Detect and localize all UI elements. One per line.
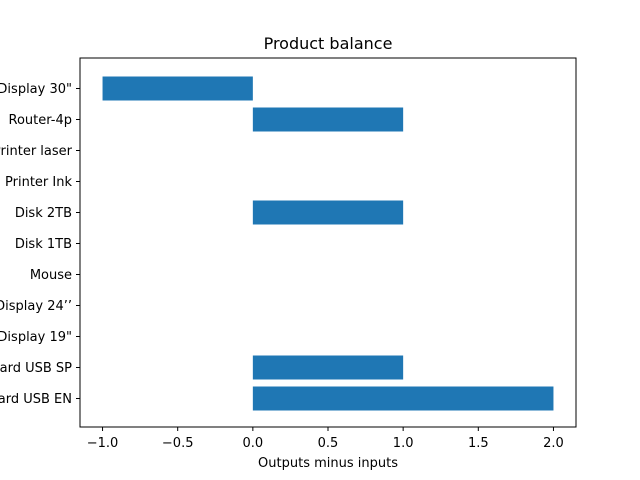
bar (252, 386, 554, 411)
x-tick-label: 0.5 (318, 436, 339, 451)
bar (252, 355, 404, 380)
bar (102, 76, 253, 101)
y-tick-label: Keyboard USB EN (0, 392, 72, 407)
y-tick-label: Display 24’’ (0, 299, 72, 314)
y-tick-label: Display 30" (0, 82, 72, 97)
bar (252, 107, 404, 132)
bars-group (102, 76, 554, 411)
y-tick-label: Disk 2TB (15, 206, 72, 221)
y-tick-label: Mouse (30, 268, 72, 283)
y-tick-label: Disk 1TB (15, 237, 72, 252)
x-tick-label: 1.5 (468, 436, 489, 451)
plot-frame (79, 57, 577, 428)
y-tick-label: Printer laser (0, 144, 73, 159)
y-tick-label: Keyboard USB SP (0, 361, 72, 376)
x-tick-label: 0.0 (243, 436, 264, 451)
x-axis-label: Outputs minus inputs (258, 456, 398, 471)
x-tick-label: −0.5 (162, 436, 194, 451)
x-tick-label: 1.0 (393, 436, 414, 451)
x-axis-ticks: −1.0 −0.5 0.0 0.5 1.0 1.5 2.0 (87, 427, 564, 451)
y-axis-ticks: Keyboard USB EN Keyboard USB SP Display 19… (0, 82, 80, 407)
chart-title: Product balance (264, 34, 393, 53)
x-tick-label: 2.0 (543, 436, 564, 451)
y-tick-label: Router-4p (9, 113, 72, 128)
y-tick-label: Display 19" (0, 330, 72, 345)
y-tick-label: Printer Ink (5, 175, 72, 190)
x-tick-label: −1.0 (87, 436, 119, 451)
bar (252, 200, 404, 225)
